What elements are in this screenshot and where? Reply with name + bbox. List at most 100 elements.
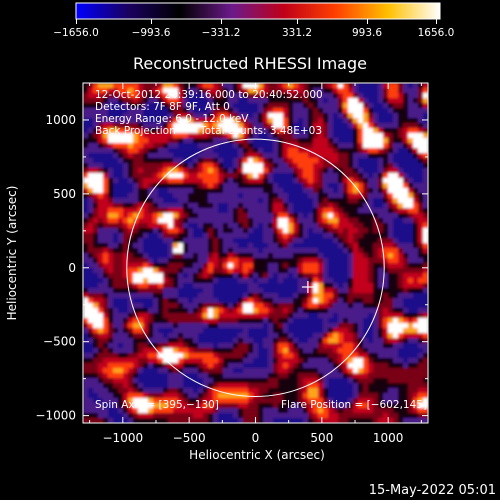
image-pixel: [423, 278, 428, 284]
image-pixel: [333, 103, 339, 109]
image-pixel: [343, 333, 349, 339]
image-pixel: [423, 408, 428, 414]
image-pixel: [143, 273, 149, 279]
image-pixel: [178, 188, 184, 194]
image-pixel: [133, 128, 139, 134]
image-pixel: [413, 168, 419, 174]
image-pixel: [138, 123, 144, 129]
image-pixel: [198, 413, 204, 419]
image-pixel: [193, 173, 199, 179]
image-pixel: [83, 198, 89, 204]
image-pixel: [233, 328, 239, 334]
image-pixel: [188, 388, 194, 394]
image-pixel: [163, 298, 169, 304]
image-pixel: [118, 163, 124, 169]
image-pixel: [138, 113, 144, 119]
image-pixel: [288, 203, 294, 209]
image-pixel: [183, 113, 189, 119]
image-pixel: [148, 338, 154, 344]
image-pixel: [258, 233, 264, 239]
image-pixel: [283, 168, 289, 174]
image-pixel: [353, 388, 359, 394]
image-pixel: [233, 173, 239, 179]
image-pixel: [113, 163, 119, 169]
image-pixel: [378, 333, 384, 339]
image-pixel: [418, 83, 424, 89]
image-pixel: [273, 183, 279, 189]
image-pixel: [368, 328, 374, 334]
image-pixel: [188, 403, 194, 409]
image-pixel: [348, 413, 354, 419]
image-pixel: [208, 223, 214, 229]
image-pixel: [238, 128, 244, 134]
image-pixel: [263, 163, 269, 169]
image-pixel: [193, 408, 199, 414]
image-pixel: [233, 393, 239, 399]
image-pixel: [273, 408, 279, 414]
image-pixel: [303, 258, 309, 264]
image-pixel: [303, 253, 309, 259]
image-pixel: [373, 263, 379, 269]
image-pixel: [378, 243, 384, 249]
image-pixel: [283, 98, 289, 104]
image-pixel: [93, 198, 99, 204]
image-pixel: [158, 253, 164, 259]
image-pixel: [318, 243, 324, 249]
image-pixel: [383, 168, 389, 174]
image-pixel: [243, 383, 249, 389]
image-pixel: [108, 83, 114, 89]
image-pixel: [228, 253, 234, 259]
image-pixel: [313, 388, 319, 394]
image-pixel: [423, 93, 428, 99]
image-pixel: [328, 258, 334, 264]
image-pixel: [183, 178, 189, 184]
image-pixel: [348, 213, 354, 219]
image-pixel: [88, 273, 94, 279]
image-pixel: [153, 248, 159, 254]
image-pixel: [303, 198, 309, 204]
image-pixel: [408, 388, 414, 394]
image-pixel: [423, 208, 428, 214]
image-pixel: [398, 398, 404, 404]
image-pixel: [303, 123, 309, 129]
image-pixel: [113, 218, 119, 224]
image-pixel: [188, 343, 194, 349]
image-pixel: [138, 243, 144, 249]
image-pixel: [128, 208, 134, 214]
image-pixel: [168, 418, 174, 423]
image-pixel: [288, 223, 294, 229]
image-pixel: [273, 313, 279, 319]
image-pixel: [83, 333, 89, 339]
image-pixel: [128, 333, 134, 339]
image-pixel: [118, 223, 124, 229]
image-pixel: [358, 383, 364, 389]
image-pixel: [368, 138, 374, 144]
image-pixel: [118, 203, 124, 209]
image-pixel: [328, 218, 334, 224]
image-pixel: [173, 323, 179, 329]
image-pixel: [263, 378, 269, 384]
image-pixel: [108, 108, 114, 114]
image-pixel: [288, 263, 294, 269]
image-pixel: [133, 418, 139, 423]
image-pixel: [238, 203, 244, 209]
image-pixel: [173, 108, 179, 114]
image-pixel: [348, 398, 354, 404]
image-pixel: [348, 143, 354, 149]
image-pixel: [168, 413, 174, 419]
image-pixel: [93, 118, 99, 124]
image-pixel: [373, 398, 379, 404]
image-pixel: [268, 318, 274, 324]
image-pixel: [408, 138, 414, 144]
image-pixel: [173, 163, 179, 169]
image-pixel: [418, 308, 424, 314]
image-pixel: [223, 328, 229, 334]
image-pixel: [138, 268, 144, 274]
image-pixel: [183, 88, 189, 94]
image-pixel: [188, 318, 194, 324]
image-pixel: [88, 128, 94, 134]
image-pixel: [388, 413, 394, 419]
image-pixel: [263, 113, 269, 119]
image-pixel: [238, 358, 244, 364]
image-pixel: [398, 188, 404, 194]
